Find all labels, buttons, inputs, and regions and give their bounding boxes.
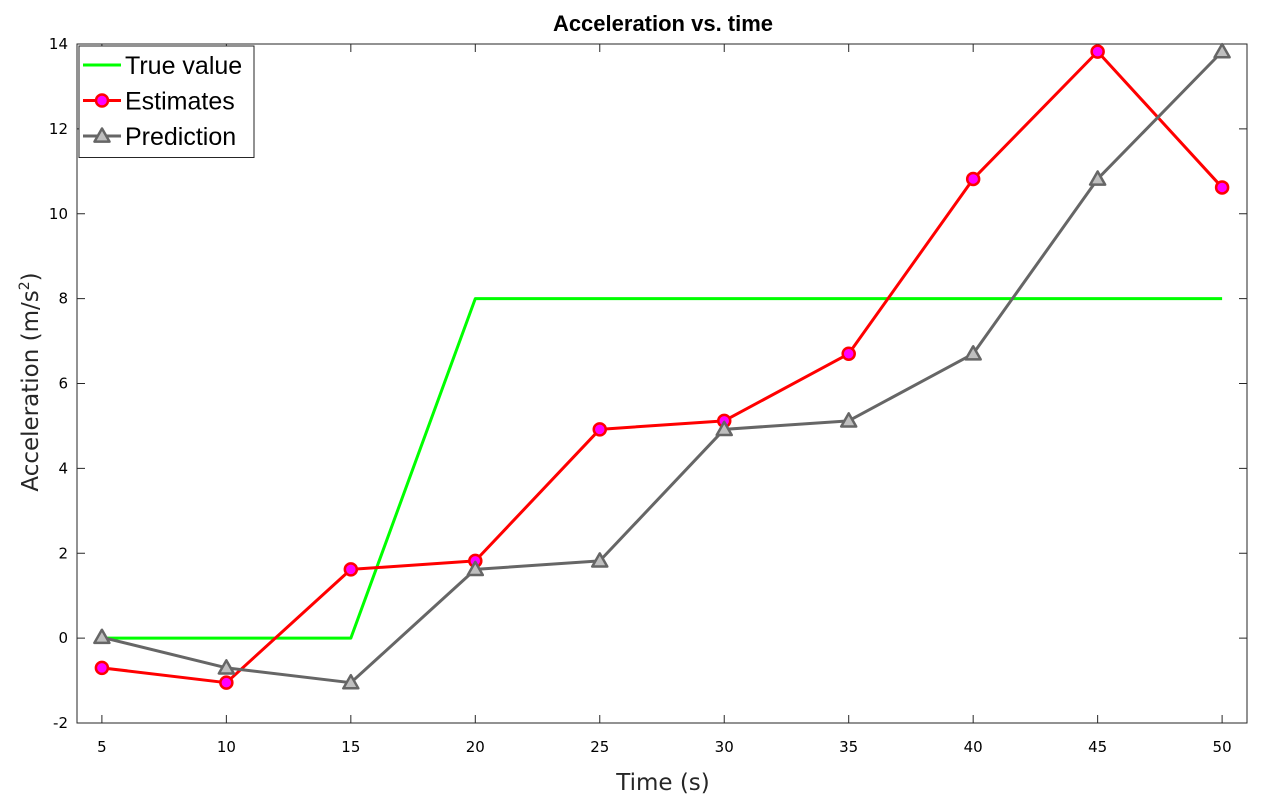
chart-title: Acceleration vs. time <box>553 11 773 36</box>
data-point <box>841 346 856 362</box>
y-tick-label: 4 <box>58 459 68 477</box>
y-axis-label-close: ) <box>18 272 44 281</box>
x-axis-label: Time (s) <box>615 770 710 796</box>
data-point <box>1214 180 1230 195</box>
data-point <box>965 171 981 187</box>
data-point <box>1213 42 1231 59</box>
data-point <box>219 675 234 690</box>
y-tick-label: -2 <box>53 714 68 732</box>
legend-label: Prediction <box>125 123 236 151</box>
data-point <box>964 345 982 361</box>
data-point <box>93 628 111 645</box>
legend-label: True value <box>125 52 242 80</box>
series-line <box>101 50 1224 685</box>
data-point <box>342 673 360 690</box>
axis-ticks: 5 10 15 20 25 30 35 40 45 50 -2 0 2 4 6 8 10 12 14 <box>49 35 1247 756</box>
x-tick-label: 30 <box>715 738 734 756</box>
series-line <box>101 50 1224 685</box>
y-tick-label: 8 <box>58 290 68 308</box>
legend-swatch-marker <box>94 93 110 108</box>
y-tick-label: 6 <box>58 375 68 393</box>
x-tick-label: 40 <box>964 738 983 756</box>
data-point <box>343 562 359 577</box>
y-tick-label: 12 <box>49 120 68 138</box>
x-tick-label: 20 <box>466 738 485 756</box>
series-1 <box>94 44 1230 690</box>
y-tick-label: 10 <box>49 205 68 223</box>
x-tick-label: 5 <box>97 738 107 756</box>
data-series <box>93 42 1231 690</box>
data-point <box>592 422 608 437</box>
y-axis-label-main: Acceleration (m/s <box>18 290 44 491</box>
data-point <box>217 659 236 675</box>
x-tick-label: 35 <box>839 738 858 756</box>
series-2 <box>93 42 1231 690</box>
legend-swatch-marker <box>93 127 111 143</box>
x-tick-label: 25 <box>590 738 609 756</box>
legend-label: Estimates <box>125 88 235 116</box>
data-point <box>591 552 609 568</box>
data-point <box>466 560 485 577</box>
x-tick-label: 10 <box>217 738 236 756</box>
series-line <box>101 297 1223 640</box>
legend: True value Estimates Prediction <box>78 45 255 158</box>
y-axis-label-exponent: 2 <box>17 281 33 290</box>
series-0 <box>101 297 1223 640</box>
y-tick-label: 2 <box>58 544 68 562</box>
data-point <box>94 660 110 676</box>
x-tick-label: 15 <box>341 738 360 756</box>
x-tick-label: 45 <box>1088 738 1107 756</box>
data-point <box>715 420 733 437</box>
data-point <box>839 412 858 428</box>
x-tick-label: 50 <box>1213 738 1232 756</box>
y-tick-label: 14 <box>49 35 68 53</box>
y-tick-label: 0 <box>58 629 68 647</box>
data-point <box>1088 170 1107 186</box>
data-point <box>1090 44 1105 59</box>
y-axis-label: Acceleration (m/s2) <box>17 272 44 491</box>
